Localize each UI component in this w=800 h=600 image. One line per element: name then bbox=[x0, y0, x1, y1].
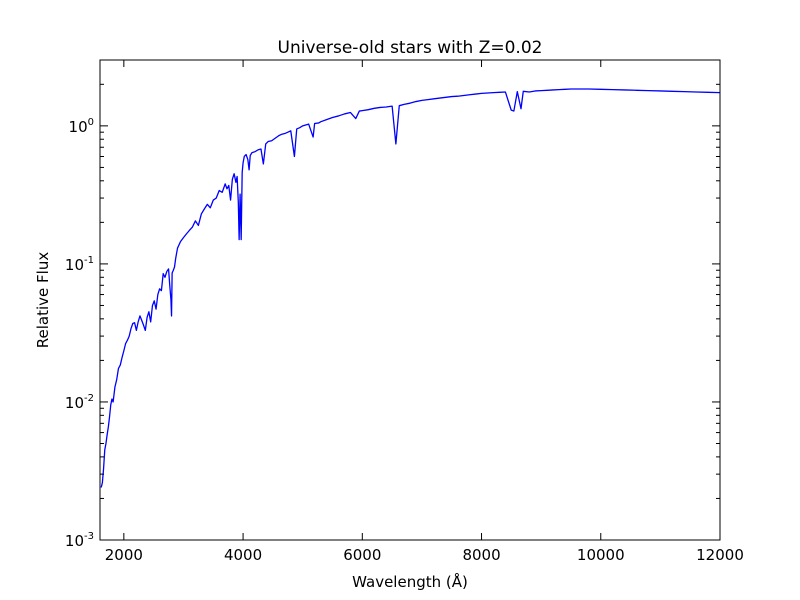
plot-area bbox=[100, 88, 720, 488]
y-axis-label: Relative Flux bbox=[34, 252, 52, 349]
x-tick-label: 6000 bbox=[343, 546, 381, 564]
x-tick-label: 2000 bbox=[105, 546, 143, 564]
x-tick-label: 10000 bbox=[577, 546, 625, 564]
y-tick-label: 10-3 bbox=[65, 531, 94, 550]
chart-title: Universe-old stars with Z=0.02 bbox=[278, 38, 543, 58]
x-tick-label: 8000 bbox=[462, 546, 500, 564]
x-tick-label: 4000 bbox=[224, 546, 262, 564]
series-line-0 bbox=[100, 88, 720, 488]
x-axis-label: Wavelength (Å) bbox=[352, 572, 468, 591]
x-axis: 2000 4000 6000 8000 10000 12000 bbox=[105, 60, 744, 564]
x-tick-label: 12000 bbox=[696, 546, 744, 564]
y-axis: 10-3 10-2 10-1 100 bbox=[65, 59, 720, 550]
y-tick-label: 10-2 bbox=[65, 393, 94, 412]
y-tick-label: 100 bbox=[69, 117, 94, 136]
y-tick-label: 10-1 bbox=[65, 255, 94, 274]
plot-frame bbox=[99, 59, 721, 541]
